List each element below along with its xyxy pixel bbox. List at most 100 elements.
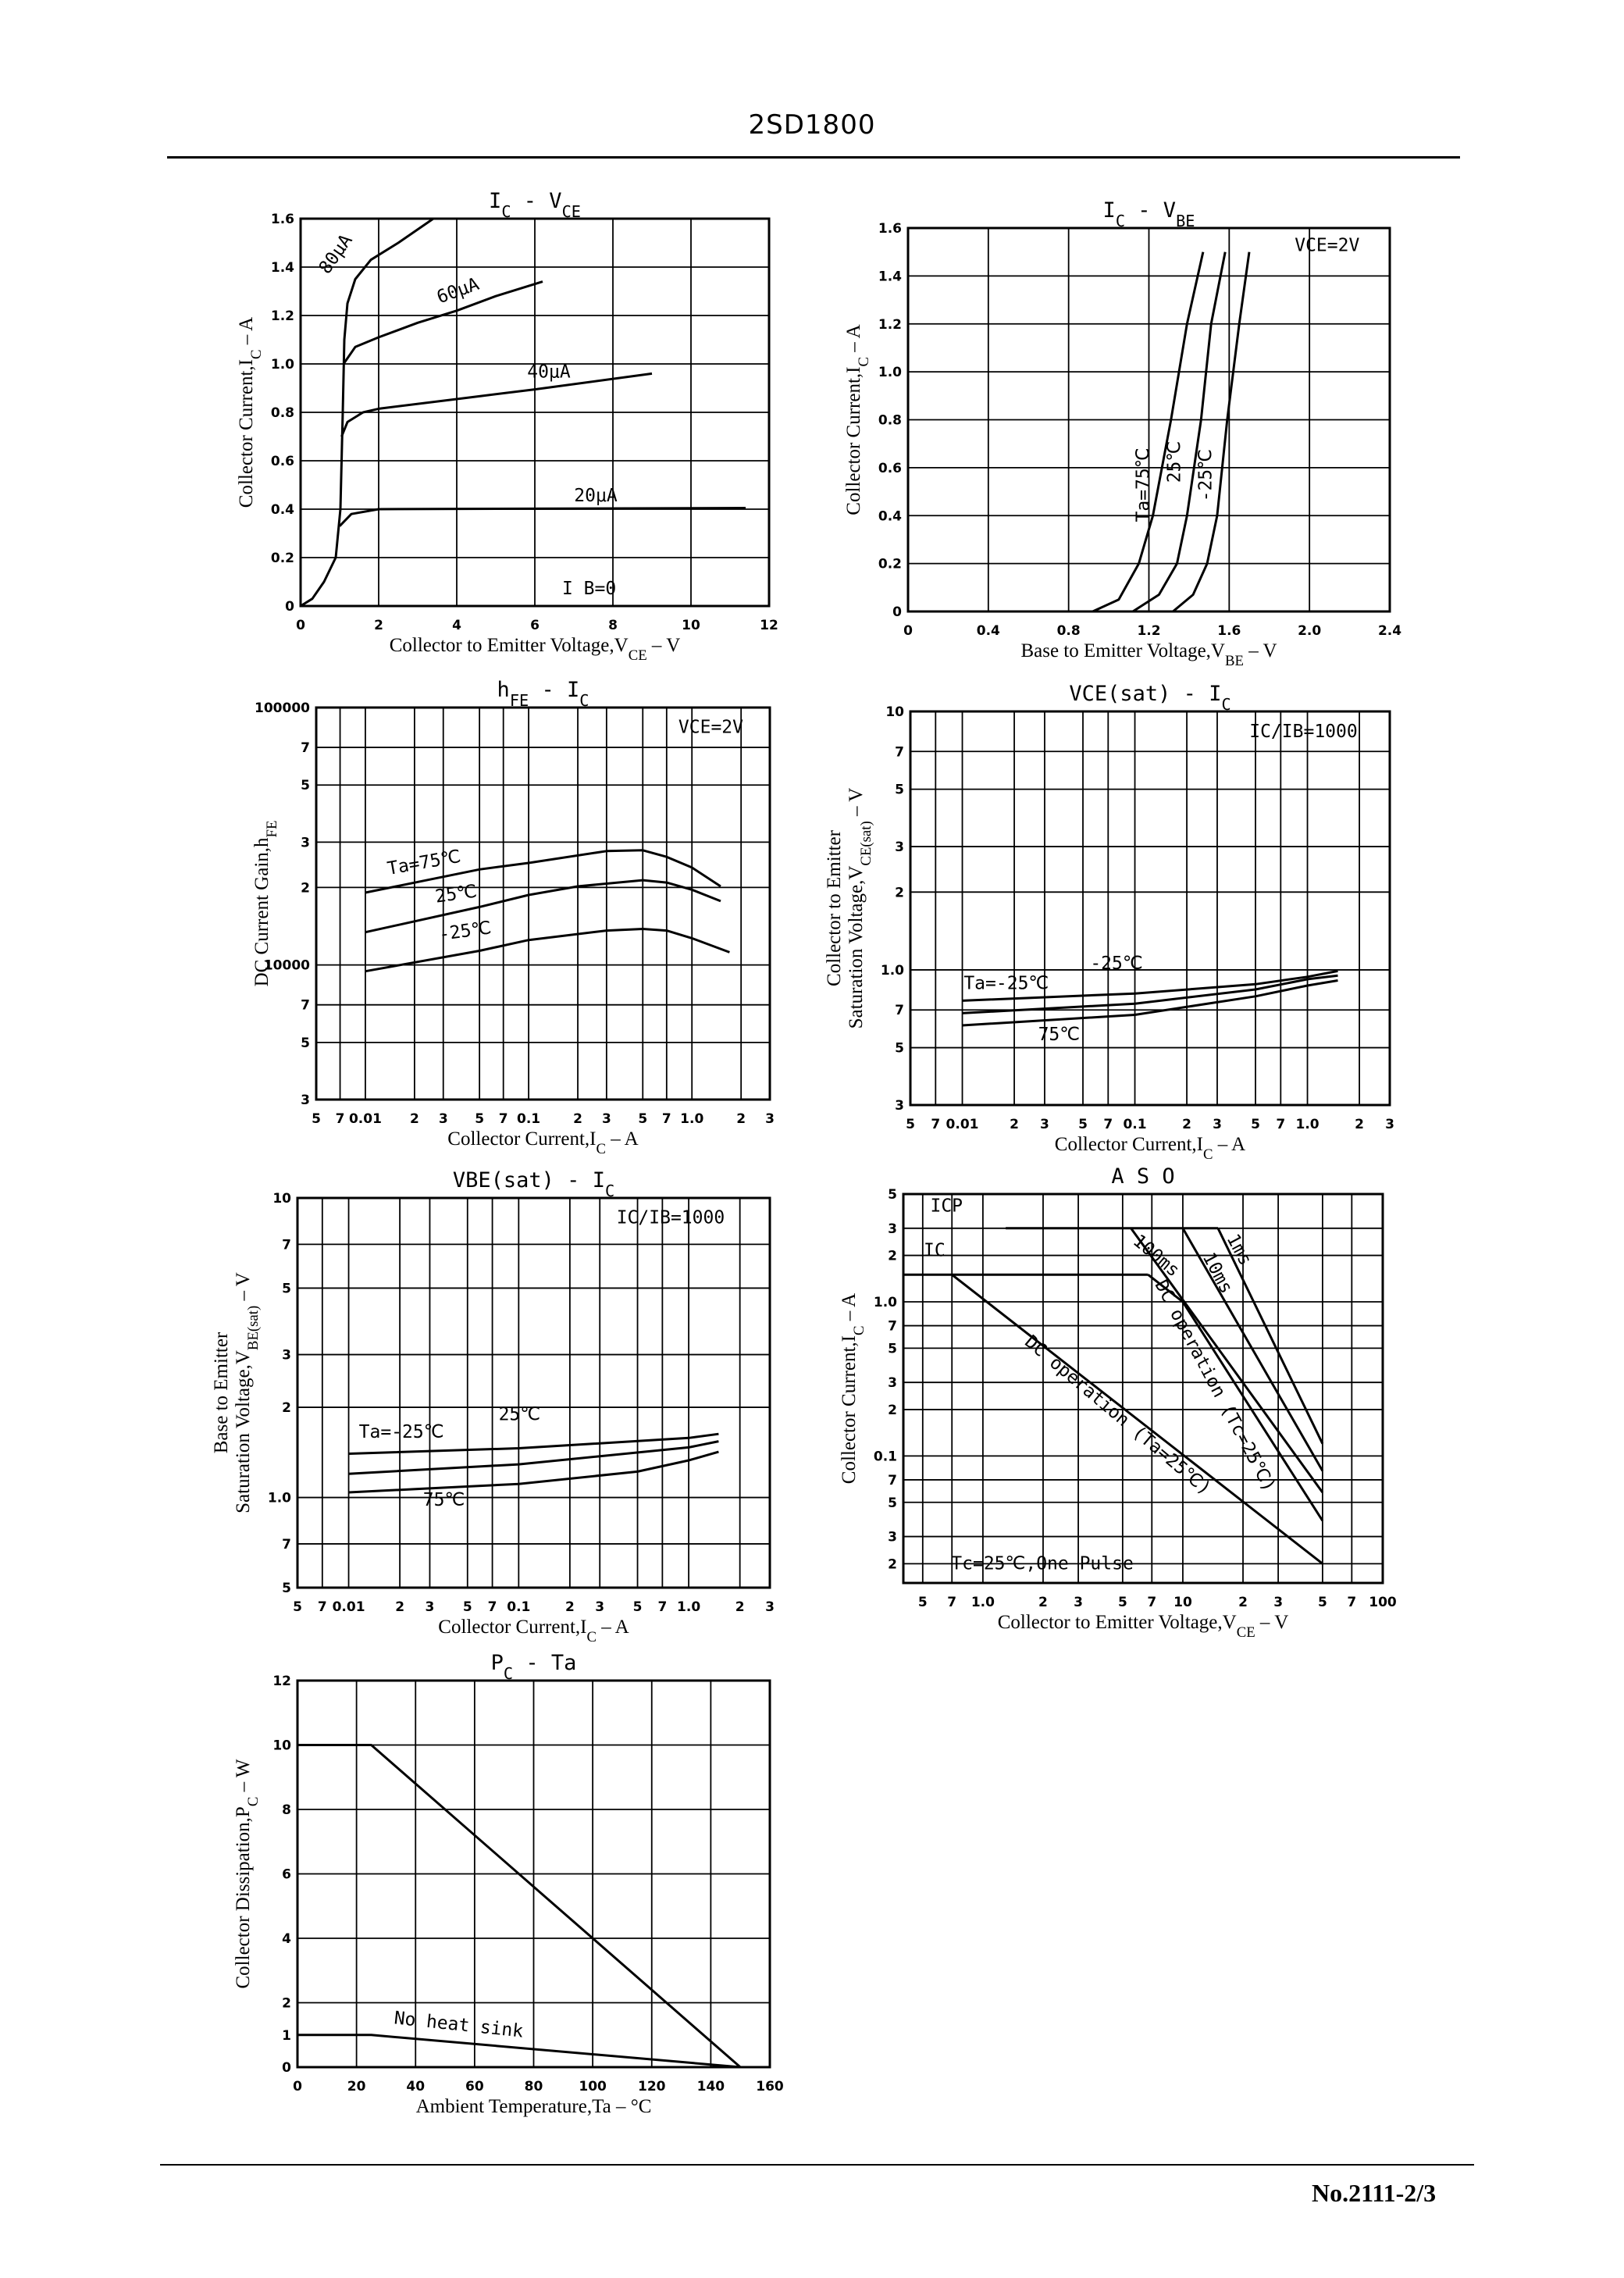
series-line <box>365 879 721 934</box>
y-tick-label: 7 <box>895 1003 904 1018</box>
y-axis-label: Collector Current,IC – A <box>839 1293 867 1484</box>
y-tick-label: 7 <box>895 744 904 760</box>
series-label: DC operation (Ta=25℃) <box>1020 1332 1215 1499</box>
y-tick-label: 1.6 <box>271 212 294 227</box>
x-tick-label: 7 <box>947 1595 956 1610</box>
header-rule <box>167 156 1460 159</box>
y-tick-label: 7 <box>301 740 310 756</box>
x-axis-label: Ambient Temperature,Ta – °C <box>416 2096 652 2117</box>
x-tick-label: 5 <box>1078 1117 1088 1132</box>
series-label: IC <box>924 1241 946 1261</box>
x-tick-label: 6 <box>530 618 540 633</box>
x-tick-label: 3 <box>1040 1117 1049 1132</box>
y-tick-label: 0 <box>285 599 294 615</box>
x-tick-label: 10 <box>1173 1595 1192 1610</box>
y-tick-label: 0.2 <box>271 551 294 566</box>
y-tick-label: 2 <box>888 1249 897 1264</box>
series-label: 75℃ <box>423 1490 465 1510</box>
x-tick-label: 7 <box>1347 1595 1356 1610</box>
chart-title: PC - Ta <box>491 1651 577 1683</box>
x-axis-label: Collector Current,IC – A <box>447 1128 638 1157</box>
series-label: 25℃ <box>1165 441 1185 483</box>
y-tick-label: 5 <box>282 1581 291 1596</box>
series-label: -25℃ <box>438 918 493 945</box>
y-tick-label: 2 <box>895 885 904 900</box>
x-tick-label: 3 <box>765 1111 775 1127</box>
x-tick-label: 5 <box>312 1111 321 1127</box>
x-tick-label: 1.0 <box>971 1595 995 1610</box>
y-tick-label: 0.4 <box>271 502 294 518</box>
series-label: Ta=75℃ <box>1134 447 1154 522</box>
series-line <box>342 280 543 365</box>
y-tick-label: 5 <box>301 1036 310 1051</box>
x-tick-label: 5 <box>293 1599 302 1615</box>
series-line <box>365 928 730 973</box>
y-axis-label: DC Current Gain,hFE <box>251 821 280 987</box>
x-tick-label: 0.01 <box>333 1599 365 1615</box>
x-axis-label: Collector to Emitter Voltage,VCE – V <box>390 635 681 664</box>
x-tick-label: 120 <box>638 2079 666 2094</box>
x-tick-label: 7 <box>931 1117 940 1132</box>
x-tick-label: 5 <box>1118 1595 1127 1610</box>
x-tick-label: 2 <box>374 618 383 633</box>
chart-3: 5 7 0.01 2 3 5 7 0.1 2 3 5 7 1.0 2 3357100002357100000… <box>251 678 775 1157</box>
chart-title: IC - VBE <box>1103 198 1195 230</box>
series-label: Ta=-25℃ <box>963 973 1049 993</box>
y-tick-label: 0.8 <box>878 413 902 429</box>
series-line <box>1147 1274 1324 1522</box>
x-tick-label: 7 <box>318 1599 327 1615</box>
chart-4: 5 7 0.01 2 3 5 7 0.1 2 3 5 7 1.0 2 33571.0235710VCE(sa… <box>824 682 1394 1163</box>
series-line <box>297 1744 742 2069</box>
condition-label: VCE=2V <box>1295 235 1359 255</box>
series-label: I B=0 <box>562 579 616 599</box>
y-tick-label: 1 <box>282 2028 291 2044</box>
x-tick-label: 1.0 <box>1295 1117 1319 1132</box>
x-tick-label: 140 <box>697 2079 725 2094</box>
y-tick-label: 5 <box>888 1341 897 1356</box>
series-line <box>300 217 434 608</box>
y-tick-label: 1.4 <box>878 269 902 284</box>
y-tick-label: 5 <box>895 783 904 798</box>
series-label: 20μA <box>574 486 618 506</box>
x-tick-label: 100 <box>579 2079 607 2094</box>
plot-frame <box>909 710 1391 1107</box>
y-tick-label: 1.0 <box>874 1295 897 1310</box>
y-tick-label: 1.0 <box>271 357 294 373</box>
part-number-heading: 2SD1800 <box>748 109 876 141</box>
x-tick-label: 5 <box>475 1111 484 1127</box>
series-label: 80μA <box>315 230 357 277</box>
series-line <box>1132 251 1227 613</box>
x-tick-label: 2 <box>1038 1595 1048 1610</box>
x-tick-label: 5 <box>1251 1117 1260 1132</box>
y-tick-label: 2 <box>888 1556 897 1572</box>
plot-frame <box>296 1196 771 1589</box>
y-tick-label: 6 <box>282 1867 291 1883</box>
x-tick-label: 0.01 <box>349 1111 382 1127</box>
series-line <box>1181 1228 1324 1472</box>
document-number: No.2111-2/3 <box>1312 2179 1437 2207</box>
x-tick-label: 1.6 <box>1217 623 1241 639</box>
x-tick-label: 3 <box>595 1599 604 1615</box>
x-tick-label: 2.0 <box>1298 623 1321 639</box>
y-tick-label: 8 <box>282 1802 291 1818</box>
condition-label: IC/IB=1000 <box>617 1207 725 1228</box>
y-tick-label: 5 <box>282 1281 291 1296</box>
y-tick-label: 100000 <box>255 701 310 716</box>
y-tick-label: 1.4 <box>271 260 294 276</box>
y-tick-label: 7 <box>301 998 310 1014</box>
chart-5: 5 7 0.01 2 3 5 7 0.1 2 3 5 7 1.0 2 3571.0235710VBE(sat… <box>211 1168 775 1645</box>
x-tick-label: 160 <box>756 2079 784 2094</box>
series-line <box>338 507 746 527</box>
x-tick-label: 2 <box>735 1599 745 1615</box>
plot-frame <box>902 1192 1384 1585</box>
x-tick-label: 0.1 <box>507 1599 530 1615</box>
x-tick-label: 80 <box>525 2079 543 2094</box>
x-tick-label: 5 <box>1318 1595 1327 1610</box>
y-tick-label: 3 <box>895 1098 904 1114</box>
y-tick-label: 7 <box>282 1537 291 1553</box>
y-tick-label: 10 <box>885 704 904 720</box>
series-line <box>348 1432 719 1455</box>
x-tick-label: 7 <box>1276 1117 1285 1132</box>
